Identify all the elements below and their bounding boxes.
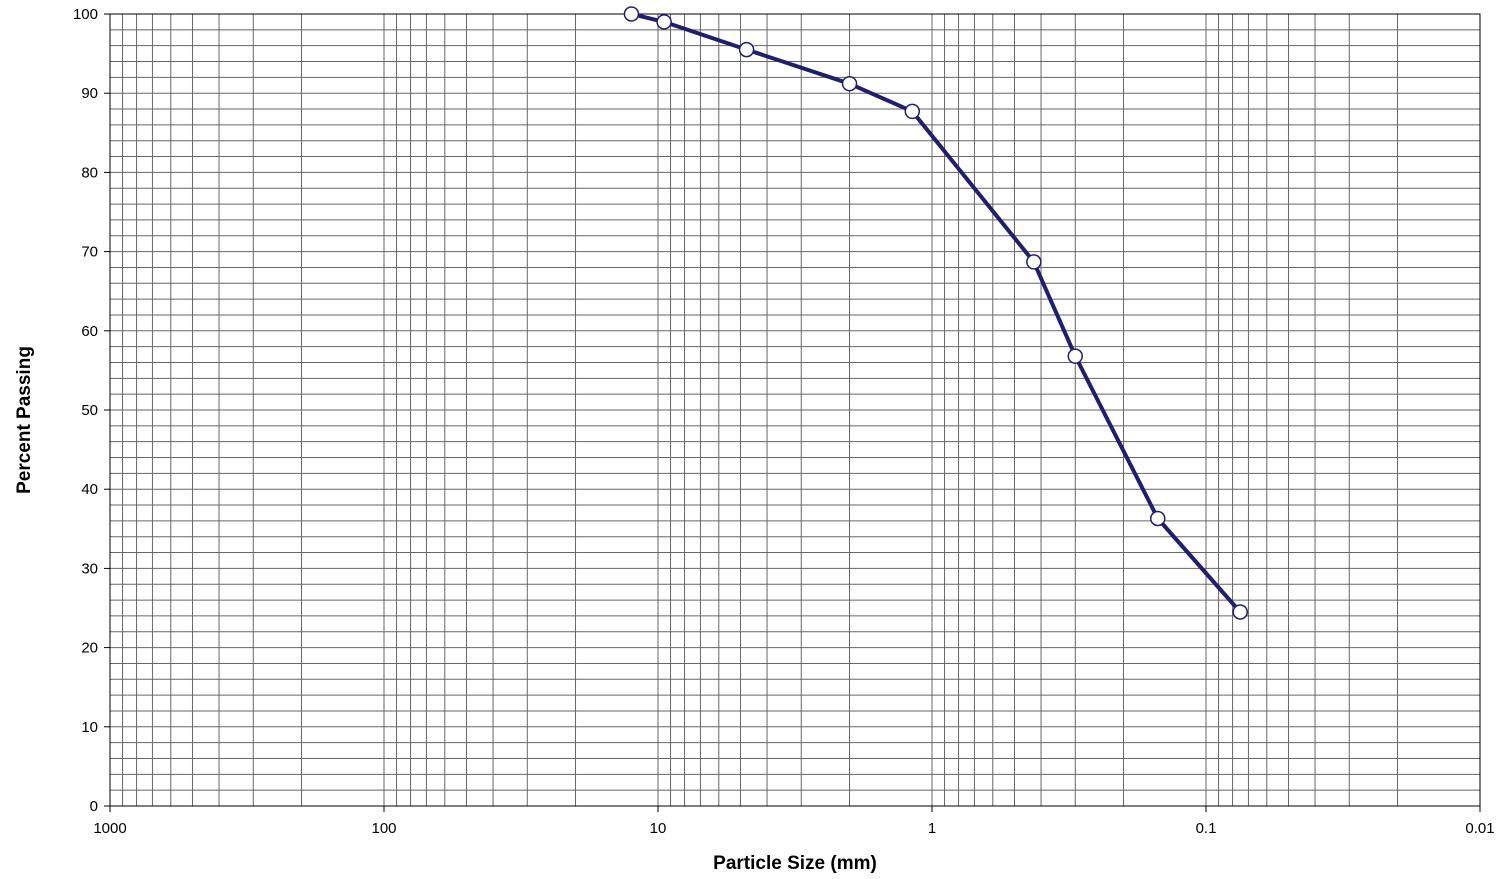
data-point <box>841 75 858 92</box>
y-tick-label: 50 <box>81 402 98 419</box>
y-tick-label: 10 <box>81 719 98 736</box>
y-tick-label: 80 <box>81 164 98 181</box>
y-tick-label: 70 <box>81 244 98 261</box>
y-axis-title: Percent Passing <box>14 346 35 494</box>
y-tick-label: 90 <box>81 85 98 102</box>
y-tick-label: 60 <box>81 323 98 340</box>
x-tick-label: 0.01 <box>1465 820 1494 837</box>
data-point <box>1232 604 1248 620</box>
y-tick-label: 20 <box>81 640 98 657</box>
data-point <box>904 103 921 120</box>
x-axis-title: Particle Size (mm) <box>713 853 877 874</box>
data-point <box>623 6 640 22</box>
y-tick-label: 40 <box>81 481 98 498</box>
data-point <box>1026 254 1042 270</box>
data-point <box>1150 510 1166 527</box>
x-tick-labels: 1000 100 10 1 0.1 0.01 <box>93 806 1495 837</box>
data-series <box>623 6 1248 620</box>
series-line <box>630 12 1242 614</box>
x-tick-label: 10 <box>650 820 667 837</box>
x-tick-label: 100 <box>371 820 396 837</box>
x-tick-label: 1000 <box>93 820 126 837</box>
y-tick-label: 0 <box>90 798 98 815</box>
data-point <box>738 41 755 58</box>
y-tick-label: 30 <box>81 560 98 577</box>
grid-lines <box>110 13 1481 807</box>
y-tick-label: 100 <box>73 6 98 23</box>
data-point <box>656 14 672 30</box>
x-tick-label: 0.1 <box>1196 820 1217 837</box>
data-point <box>1067 348 1084 364</box>
y-tick-labels: 0 10 20 30 40 50 60 70 80 90 100 <box>73 6 110 815</box>
x-tick-label: 1 <box>928 820 936 837</box>
